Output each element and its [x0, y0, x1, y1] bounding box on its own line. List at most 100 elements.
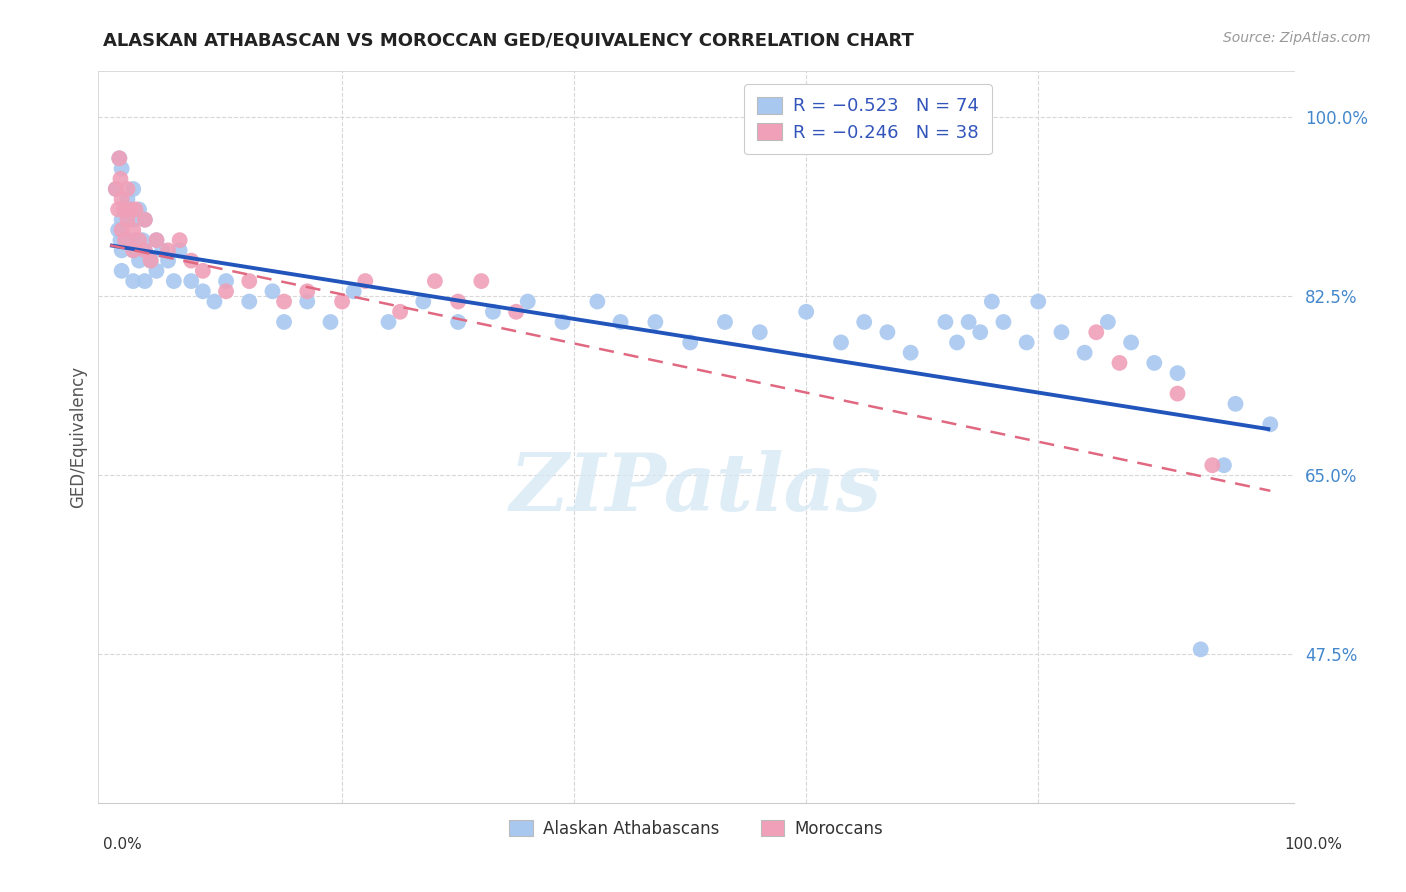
Point	[180, 253, 202, 268]
Point	[180, 274, 202, 288]
Point	[853, 315, 876, 329]
Point	[215, 274, 238, 288]
Point	[714, 315, 737, 329]
Point	[1225, 397, 1247, 411]
Point	[145, 264, 167, 278]
Point	[644, 315, 666, 329]
Point	[107, 202, 129, 217]
Point	[157, 253, 180, 268]
Point	[122, 244, 145, 258]
Point	[586, 294, 609, 309]
Point	[117, 212, 139, 227]
Point	[470, 274, 492, 288]
Point	[1189, 642, 1212, 657]
Point	[191, 264, 214, 278]
Point	[120, 202, 142, 217]
Point	[108, 151, 131, 165]
Point	[609, 315, 631, 329]
Text: 100.0%: 100.0%	[1285, 837, 1343, 852]
Point	[114, 233, 136, 247]
Point	[330, 294, 353, 309]
Point	[354, 274, 377, 288]
Point	[169, 244, 191, 258]
Text: 0.0%: 0.0%	[103, 837, 142, 852]
Point	[139, 253, 162, 268]
Point	[134, 244, 156, 258]
Point	[389, 305, 412, 319]
Point	[145, 233, 167, 247]
Point	[157, 244, 180, 258]
Point	[1119, 335, 1142, 350]
Point	[1050, 325, 1073, 339]
Point	[139, 253, 162, 268]
Point	[1166, 366, 1188, 380]
Point	[876, 325, 898, 339]
Point	[117, 192, 139, 206]
Point	[794, 305, 817, 319]
Point	[993, 315, 1015, 329]
Point	[111, 212, 134, 227]
Point	[108, 151, 131, 165]
Point	[163, 274, 186, 288]
Point	[134, 274, 156, 288]
Point	[1201, 458, 1223, 473]
Point	[111, 264, 134, 278]
Point	[262, 285, 284, 299]
Point	[104, 182, 127, 196]
Point	[104, 182, 127, 196]
Point	[124, 233, 146, 247]
Point	[1015, 335, 1038, 350]
Point	[551, 315, 574, 329]
Point	[122, 274, 145, 288]
Point	[110, 171, 132, 186]
Point	[273, 294, 295, 309]
Point	[319, 315, 342, 329]
Point	[900, 345, 922, 359]
Point	[128, 202, 150, 217]
Point	[122, 212, 145, 227]
Point	[110, 233, 132, 247]
Point	[447, 315, 470, 329]
Point	[1166, 386, 1188, 401]
Y-axis label: GED/Equivalency: GED/Equivalency	[69, 366, 87, 508]
Point	[150, 244, 173, 258]
Point	[117, 182, 139, 196]
Point	[111, 223, 134, 237]
Text: ALASKAN ATHABASCAN VS MOROCCAN GED/EQUIVALENCY CORRELATION CHART: ALASKAN ATHABASCAN VS MOROCCAN GED/EQUIV…	[103, 31, 914, 49]
Point	[122, 182, 145, 196]
Point	[111, 161, 134, 176]
Point	[145, 233, 167, 247]
Point	[169, 233, 191, 247]
Point	[131, 233, 153, 247]
Point	[1258, 417, 1281, 432]
Point	[482, 305, 505, 319]
Point	[238, 274, 260, 288]
Point	[112, 202, 135, 217]
Point	[134, 212, 156, 227]
Point	[107, 223, 129, 237]
Point	[124, 202, 146, 217]
Point	[679, 335, 702, 350]
Point	[191, 285, 214, 299]
Point	[1097, 315, 1119, 329]
Point	[423, 274, 446, 288]
Point	[117, 233, 139, 247]
Point	[122, 223, 145, 237]
Point	[1085, 325, 1108, 339]
Point	[128, 233, 150, 247]
Point	[748, 325, 770, 339]
Point	[1073, 345, 1095, 359]
Point	[377, 315, 399, 329]
Point	[273, 315, 295, 329]
Point	[111, 192, 134, 206]
Point	[447, 294, 470, 309]
Text: Source: ZipAtlas.com: Source: ZipAtlas.com	[1223, 31, 1371, 45]
Point	[969, 325, 991, 339]
Point	[204, 294, 226, 309]
Point	[120, 202, 142, 217]
Point	[134, 212, 156, 227]
Point	[830, 335, 852, 350]
Point	[111, 244, 134, 258]
Point	[297, 285, 319, 299]
Point	[946, 335, 969, 350]
